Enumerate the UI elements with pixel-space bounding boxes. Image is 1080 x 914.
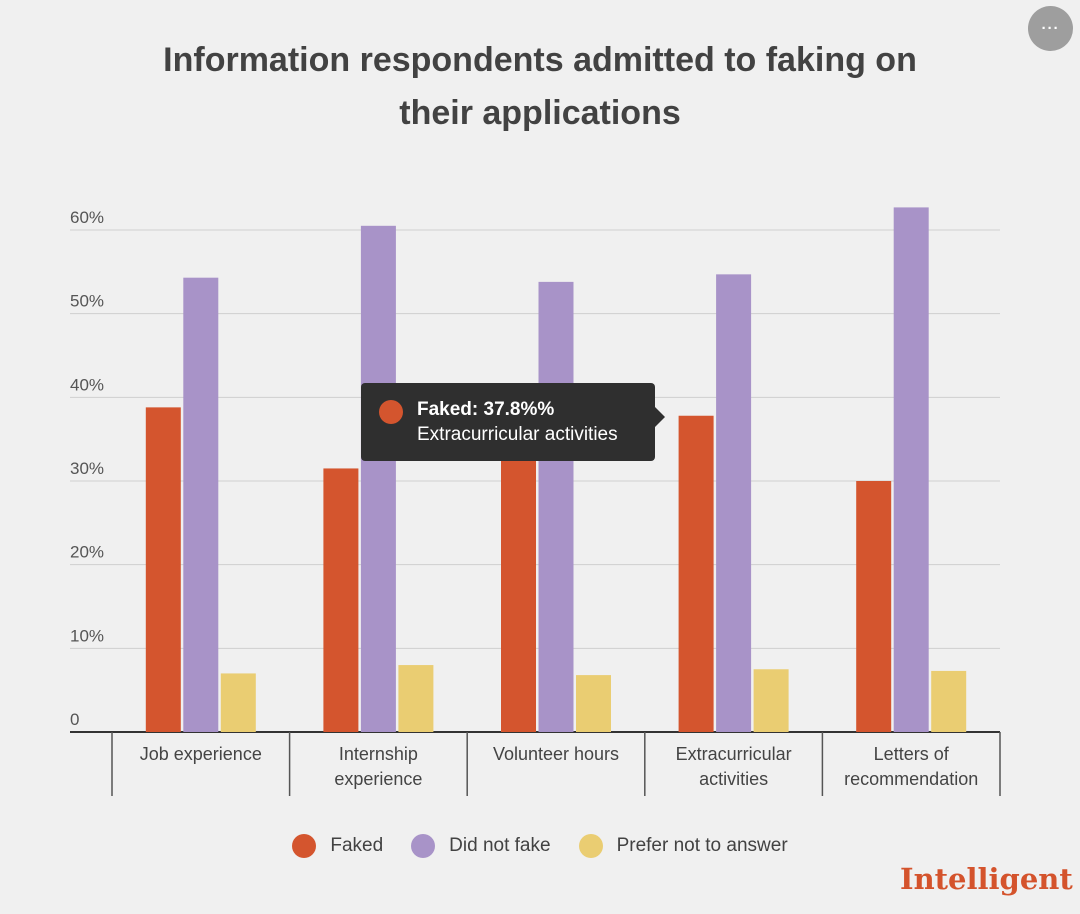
x-tick-label: Letters of [874,744,950,764]
bar[interactable] [360,225,396,733]
legend-item-prefer-not[interactable]: Prefer not to answer [578,834,788,858]
y-tick-label: 0 [70,710,79,729]
x-tick-label: Extracurricular [676,744,792,764]
x-tick-label: activities [699,769,768,789]
y-tick-label: 20% [70,543,104,562]
brand-logo: Intelligent [900,862,1073,896]
y-tick-label: 50% [70,292,104,311]
chart-legend: Faked Did not fake Prefer not to answer [0,834,1080,858]
bar[interactable] [501,455,536,732]
more-options-button[interactable]: ··· [1028,6,1073,51]
bar[interactable] [576,675,611,732]
bar[interactable] [678,415,714,732]
x-tick-label: Job experience [140,744,262,764]
bar[interactable] [716,274,752,732]
bar[interactable] [893,207,929,732]
y-tick-label: 30% [70,459,104,478]
bar[interactable] [856,481,892,732]
tooltip-title: Faked: 37.8%% [417,399,555,420]
x-tick-label: recommendation [844,769,978,789]
x-tick-label: experience [334,769,422,789]
legend-item-did-not-fake[interactable]: Did not fake [411,834,551,858]
y-tick-label: 10% [70,626,104,645]
legend-dot-prefer-not [578,834,603,858]
y-tick-label: 40% [70,375,104,394]
x-tick-label: Internship [339,744,418,764]
legend-dot-did-not-fake [411,834,436,858]
tooltip-subtitle: Extracurricular activities [417,424,618,445]
chart-tooltip: Faked: 37.8%% Extracurricular activities [361,383,665,461]
x-tick-label: Volunteer hours [493,744,619,764]
y-tick-label: 60% [70,208,104,227]
legend-label-faked: Faked [330,835,384,856]
bar[interactable] [220,673,256,732]
chart-title: Information respondents admitted to faki… [163,41,917,132]
bar-chart: 0 10% 20% 30% 40% 50% 60% Job experience Interns… [70,207,1001,796]
bar[interactable] [398,665,434,732]
tooltip-series-dot [379,400,403,424]
bar[interactable] [183,277,219,732]
bar[interactable] [145,407,181,732]
legend-item-faked[interactable]: Faked [292,834,383,858]
legend-label-prefer-not: Prefer not to answer [616,835,788,856]
bar[interactable] [753,669,789,732]
legend-label-did-not-fake: Did not fake [449,835,551,856]
more-options-label: ··· [1041,20,1060,37]
legend-dot-faked [292,834,317,858]
bar[interactable] [538,281,574,732]
bar[interactable] [323,468,359,732]
bar[interactable] [931,670,967,732]
